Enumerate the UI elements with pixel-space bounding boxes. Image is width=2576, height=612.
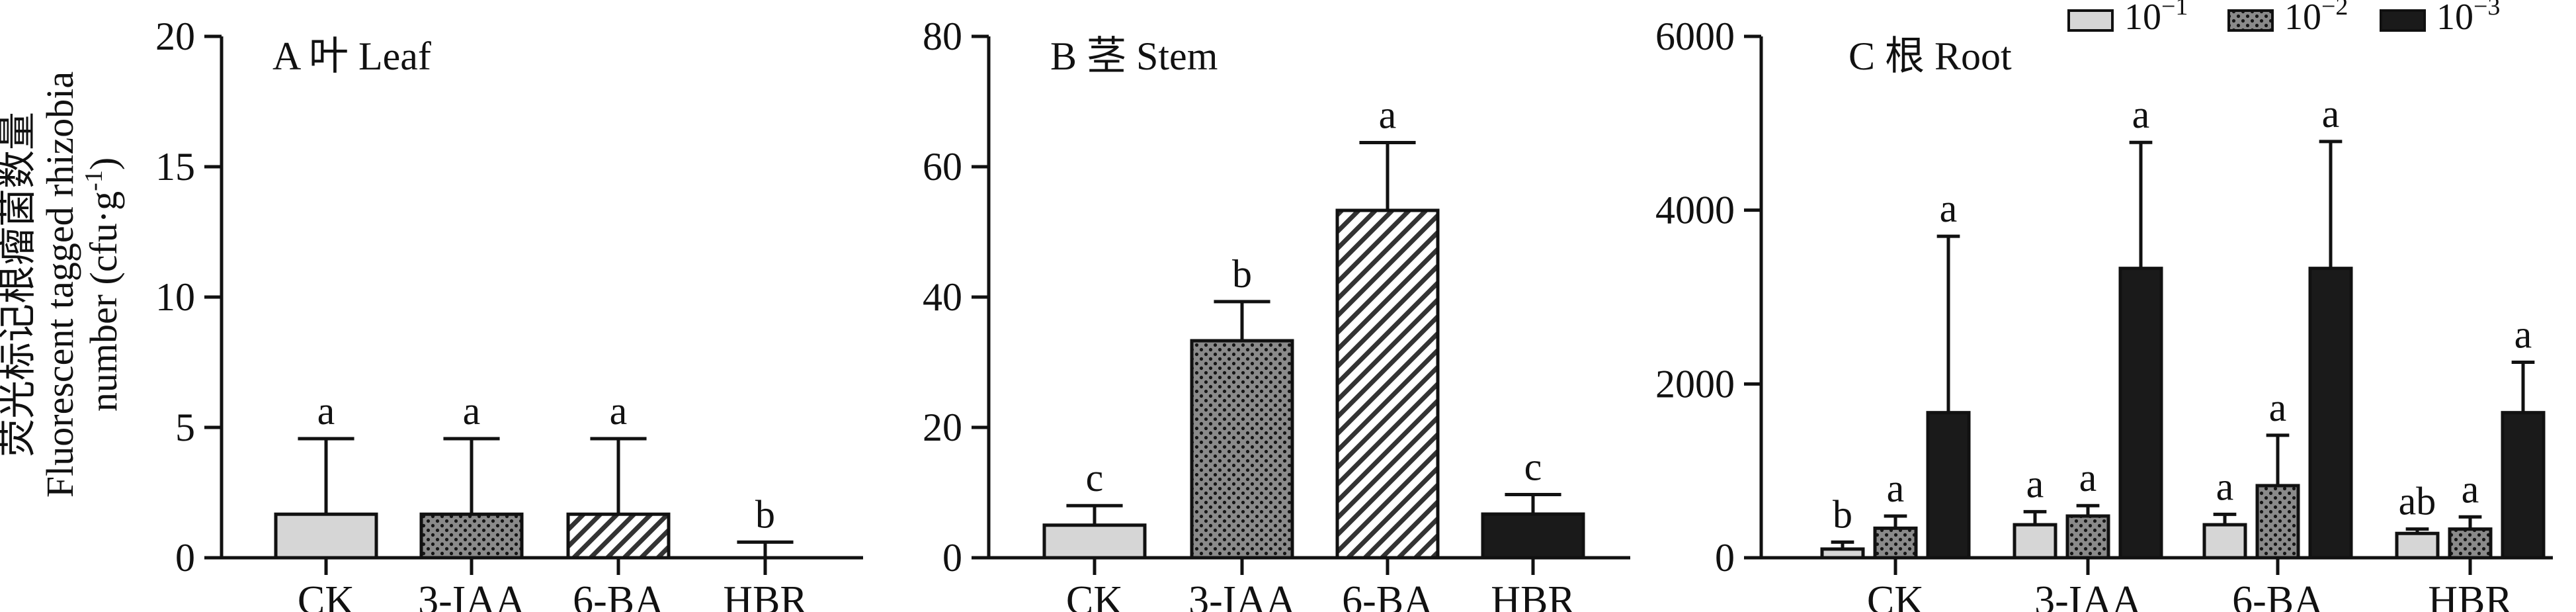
- y-tick-label: 2000: [1655, 362, 1735, 406]
- bar: [2065, 514, 2110, 560]
- panel-label: A 叶 Leaf: [272, 34, 431, 78]
- y-axis-title-line-3: number (cfu·g-1): [80, 157, 125, 412]
- significance-letter: a: [1940, 187, 1958, 230]
- bar: [2308, 267, 2353, 560]
- legend-label: 10−2: [2284, 0, 2348, 38]
- significance-letter: a: [1887, 466, 1905, 510]
- significance-letter: a: [317, 389, 335, 433]
- bar: [566, 512, 671, 560]
- bar: [1926, 411, 1971, 560]
- legend-label-base: 10: [2124, 0, 2161, 38]
- bar: [2501, 411, 2546, 560]
- legend-label-exponent: −3: [2473, 0, 2500, 21]
- y-tick-label: 10: [155, 275, 195, 319]
- significance-letter: ab: [2399, 480, 2436, 523]
- significance-letter: a: [2079, 456, 2097, 500]
- significance-letter: a: [463, 389, 481, 433]
- x-tick-label: HBR: [723, 578, 808, 612]
- legend-swatch: [2227, 9, 2274, 32]
- significance-letter: a: [2269, 386, 2287, 429]
- y-axis-title-line-2: Fluorescent tagged rhizobia: [38, 71, 81, 498]
- y-tick-label: 40: [923, 275, 962, 319]
- x-tick-label: HBR: [2428, 578, 2513, 612]
- x-tick-label: 3-IAA: [418, 578, 525, 612]
- significance-letter: a: [2462, 467, 2479, 511]
- y-tick-label: 5: [175, 406, 195, 449]
- y-tick-label: 0: [1715, 536, 1735, 580]
- y-tick-label: 20: [923, 406, 962, 449]
- legend-label: 10−1: [2124, 0, 2188, 38]
- bar: [419, 512, 524, 560]
- x-tick-label: 6-BA: [1342, 578, 1433, 612]
- y-tick-label: 0: [942, 536, 962, 580]
- panel-label: C 根 Root: [1849, 34, 2012, 78]
- x-tick-label: HBR: [1491, 578, 1575, 612]
- significance-letter: b: [1232, 252, 1252, 296]
- x-tick-label: 3-IAA: [2034, 578, 2141, 612]
- legend-label-base: 10: [2284, 0, 2321, 38]
- y-axis-title-unit-close: ): [82, 157, 125, 170]
- bar: [1335, 208, 1440, 560]
- bar: [2395, 531, 2440, 560]
- bar: [2118, 267, 2163, 560]
- significance-letter: a: [2026, 462, 2044, 505]
- legend: 10−1 10−2 10−3: [2067, 0, 2500, 38]
- legend-label: 10−3: [2436, 0, 2500, 38]
- bar: [1873, 526, 1918, 560]
- significance-letter: a: [2132, 93, 2150, 136]
- bar: [2202, 523, 2247, 560]
- x-tick-label: CK: [298, 578, 354, 612]
- legend-label-exponent: −2: [2321, 0, 2348, 21]
- legend-swatch: [2380, 9, 2426, 32]
- significance-letter: c: [1524, 445, 1542, 488]
- y-tick-label: 6000: [1655, 15, 1735, 58]
- y-axis-title-line-1: 荧光标记根瘤菌数量: [0, 112, 39, 457]
- y-tick-label: 80: [923, 15, 962, 58]
- significance-letter: a: [1379, 93, 1397, 137]
- bar: [274, 512, 378, 560]
- y-tick-label: 4000: [1655, 189, 1735, 232]
- x-tick-label: 3-IAA: [1188, 578, 1296, 612]
- legend-swatch: [2067, 9, 2114, 32]
- significance-letter: b: [755, 492, 775, 536]
- significance-letter: b: [1833, 492, 1852, 536]
- significance-letter: a: [2322, 92, 2340, 136]
- bar: [1042, 523, 1147, 560]
- y-tick-label: 60: [923, 145, 962, 189]
- panel-b-stem: 0 20 40 60 80 CK 3-IAA 6-BA HBR B 茎 Stem c b a c: [923, 15, 1630, 612]
- panel-label: B 茎 Stem: [1050, 34, 1218, 78]
- bar: [1190, 339, 1294, 560]
- legend-label-exponent: −1: [2161, 0, 2188, 21]
- bar: [2013, 523, 2057, 560]
- legend-label-base: 10: [2436, 0, 2473, 38]
- y-tick-label: 15: [155, 145, 195, 189]
- y-tick-label: 20: [155, 15, 195, 58]
- bar: [2255, 484, 2300, 560]
- y-tick-label: 0: [175, 536, 195, 580]
- significance-letter: a: [610, 389, 628, 433]
- bar: [2448, 527, 2493, 560]
- x-tick-label: CK: [1867, 578, 1924, 612]
- significance-letter: a: [2216, 464, 2234, 508]
- bar: [1481, 512, 1585, 560]
- y-axis-title-unit-exponent: -1: [80, 170, 108, 191]
- x-tick-label: 6-BA: [2232, 578, 2323, 612]
- y-axis-title: 荧光标记根瘤菌数量 Fluorescent tagged rhizobia nu…: [0, 71, 125, 498]
- panel-a-leaf: 0 5 10 15 20 CK 3-IAA 6-BA HBR A 叶 Leaf a a a b: [155, 15, 863, 612]
- significance-letter: a: [2514, 313, 2532, 357]
- y-axis-title-unit: number (cfu·g: [82, 191, 125, 412]
- bar: [1820, 547, 1865, 560]
- x-tick-label: CK: [1066, 578, 1123, 612]
- significance-letter: c: [1086, 456, 1104, 500]
- x-tick-label: 6-BA: [573, 578, 664, 612]
